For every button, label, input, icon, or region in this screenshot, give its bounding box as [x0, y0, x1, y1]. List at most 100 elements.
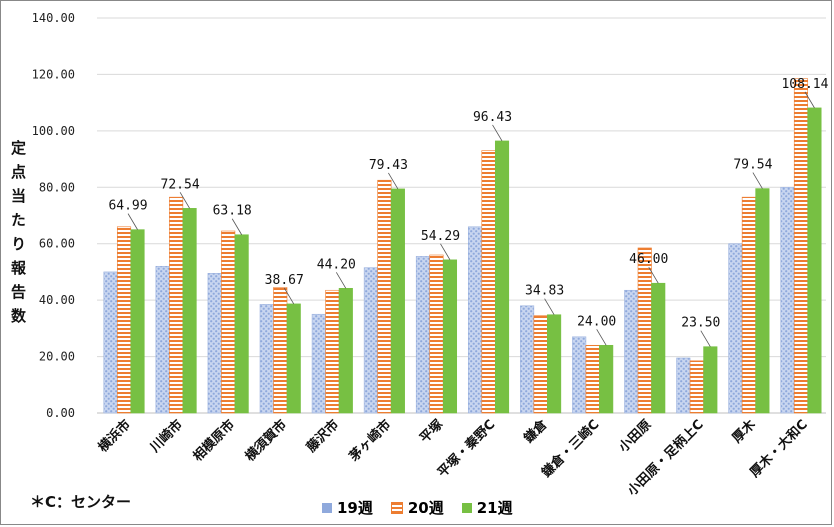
y-tick-label: 60.00	[39, 237, 75, 251]
data-label-leader	[752, 172, 763, 189]
y-tick-label: 80.00	[39, 180, 75, 194]
bar-19週	[103, 271, 118, 414]
data-label: 63.18	[213, 204, 252, 219]
data-label-leader	[283, 287, 295, 305]
bar-21週	[286, 303, 301, 414]
category-label: 茅ヶ崎市	[346, 417, 394, 465]
bar-19週	[311, 313, 326, 414]
data-label: 79.54	[733, 158, 772, 173]
data-label: 79.43	[369, 158, 408, 173]
bar-20週	[741, 196, 756, 414]
y-tick-label: 40.00	[39, 293, 75, 307]
data-label: 108.14	[781, 77, 828, 92]
y-tick-label: 100.00	[32, 124, 75, 138]
bar-19週	[728, 243, 743, 414]
bar-21週	[182, 208, 197, 414]
data-label: 34.83	[525, 284, 564, 299]
category-label: 横浜市	[95, 417, 134, 456]
bar-19週	[259, 304, 274, 414]
bar-20週	[689, 360, 704, 414]
bar-20週	[116, 226, 132, 414]
bar-21週	[130, 229, 145, 414]
category-label: 鎌倉	[520, 416, 551, 447]
data-label: 23.50	[681, 316, 720, 331]
data-label: 64.99	[108, 199, 147, 214]
bar-19週	[520, 305, 535, 414]
bar-20週	[585, 344, 600, 414]
legend-item-20: 20週	[390, 497, 444, 518]
bar-19週	[676, 357, 691, 414]
data-label-leader	[440, 243, 451, 261]
bar-21週	[442, 259, 458, 414]
data-label: 96.43	[473, 110, 512, 125]
data-label-leader	[335, 272, 347, 289]
bar-19週	[415, 256, 431, 414]
bar-20週	[377, 179, 392, 414]
bar-19週	[363, 267, 378, 414]
legend-item-21: 21週	[461, 497, 513, 518]
category-label: 厚木	[729, 416, 759, 446]
bar-21週	[547, 314, 562, 414]
data-label-leader	[648, 267, 659, 284]
bar-21週	[390, 188, 405, 414]
bar-21週	[599, 344, 614, 414]
bar-19週	[207, 273, 222, 414]
bar-19週	[155, 265, 170, 414]
y-tick-label: 140.00	[32, 11, 75, 25]
data-label-leader	[388, 172, 399, 190]
data-label-leader	[700, 330, 711, 347]
legend: 19週 20週 21週	[322, 497, 513, 518]
bar-21週	[494, 140, 510, 414]
category-label: 平塚	[417, 417, 446, 446]
bar-21週	[755, 188, 770, 414]
data-label-leader	[544, 298, 555, 315]
category-label: 川崎市	[146, 417, 186, 457]
bar-21週	[338, 287, 353, 414]
category-label: 相模原市	[190, 417, 238, 465]
y-tick-label: 0.00	[46, 406, 75, 420]
data-label: 38.67	[265, 273, 304, 288]
category-label: 横須賀市	[242, 417, 290, 465]
bar-21週	[234, 234, 249, 414]
bar-21週	[703, 346, 718, 414]
data-label: 54.29	[421, 229, 460, 244]
data-label: 24.00	[577, 314, 616, 329]
bar-21週	[807, 107, 822, 414]
legend-label-19: 19週	[337, 499, 373, 517]
bar-20週	[637, 247, 652, 414]
data-label-leader	[804, 91, 815, 109]
data-label: 46.00	[629, 252, 668, 267]
legend-label-21: 21週	[476, 499, 513, 517]
legend-label-20: 20週	[407, 499, 444, 517]
legend-item-19: 19週	[322, 497, 373, 518]
data-label-leader	[127, 213, 138, 230]
bar-20週	[793, 78, 809, 414]
bar-20週	[429, 254, 444, 414]
bar-21週	[651, 282, 666, 414]
bar-20週	[481, 150, 496, 414]
bar-19週	[572, 336, 587, 414]
category-label: 小田原	[616, 417, 654, 455]
bar-19週	[624, 289, 639, 414]
y-axis-label: 定点当たり報告数	[9, 140, 27, 332]
bar-20週	[325, 289, 340, 414]
bar-20週	[169, 196, 184, 414]
bar-20週	[273, 287, 288, 414]
legend-swatch-20	[390, 501, 403, 514]
data-label-leader	[231, 218, 243, 235]
data-label-leader	[179, 192, 190, 209]
data-label: 72.54	[161, 177, 200, 192]
bar-19週	[467, 226, 483, 414]
category-label: 藤沢市	[303, 417, 342, 456]
y-tick-label: 20.00	[39, 350, 75, 364]
data-label-leader	[492, 124, 503, 142]
bar-19週	[780, 186, 795, 414]
bar-20週	[533, 315, 548, 414]
data-label: 44.20	[317, 257, 356, 272]
bar-20週	[221, 230, 236, 414]
y-tick-label: 120.00	[32, 67, 75, 81]
footnote: ＊C：センター	[30, 493, 132, 511]
legend-swatch-19	[322, 502, 332, 513]
